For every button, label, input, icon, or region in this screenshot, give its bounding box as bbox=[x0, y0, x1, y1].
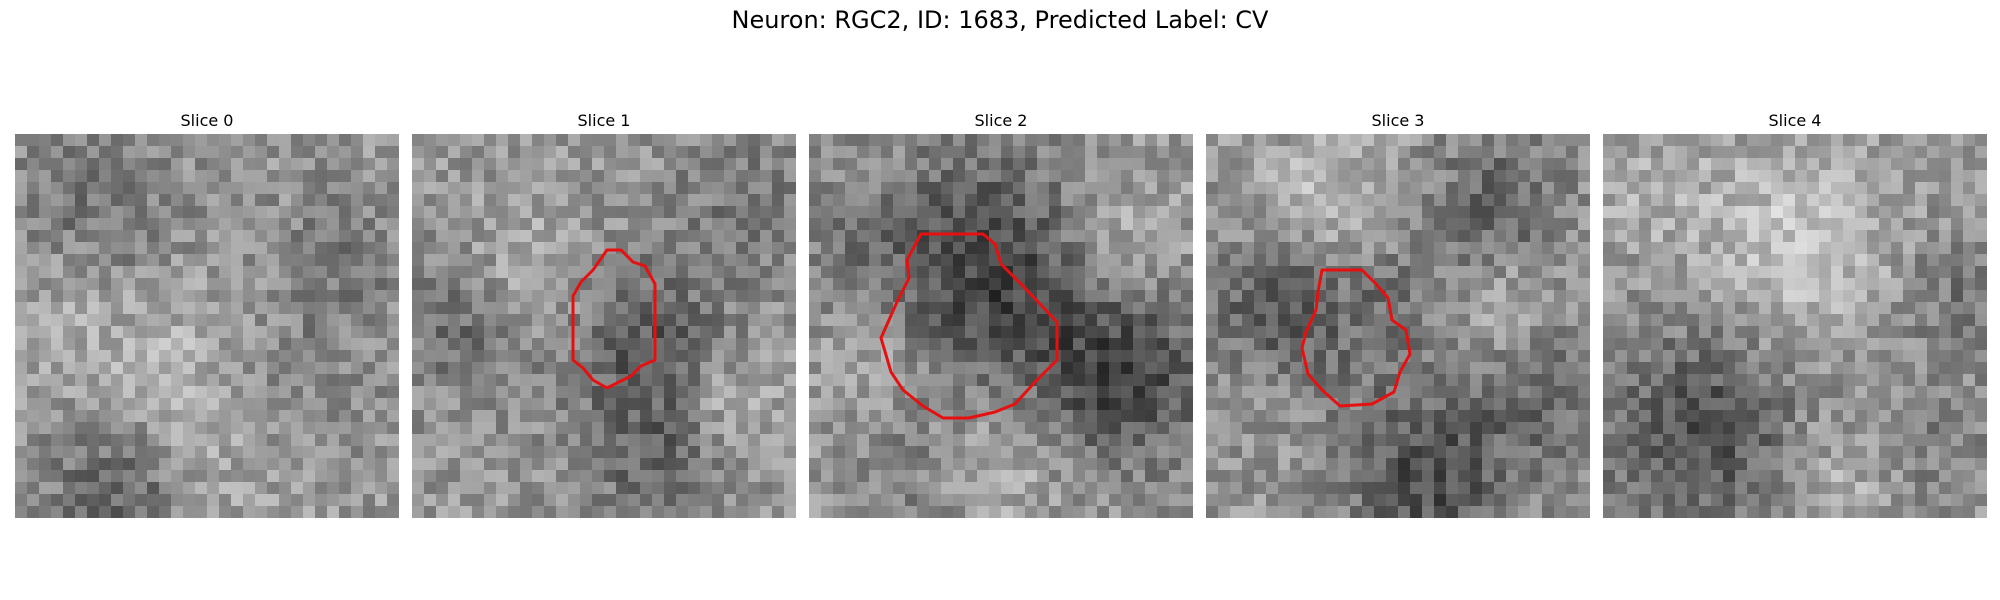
slice-title-3: Slice 3 bbox=[1371, 111, 1425, 130]
slice-title-2: Slice 2 bbox=[974, 111, 1028, 130]
slice-panel-2: Slice 2 bbox=[809, 108, 1193, 518]
slice-image-0 bbox=[15, 134, 399, 518]
figure-title: Neuron: RGC2, ID: 1683, Predicted Label:… bbox=[731, 6, 1269, 34]
slice-panel-4: Slice 4 bbox=[1603, 108, 1987, 518]
cell-outline-3 bbox=[1300, 268, 1412, 408]
slice-title-4: Slice 4 bbox=[1768, 111, 1822, 130]
slice-image-1 bbox=[412, 134, 796, 518]
cell-outline-1 bbox=[571, 248, 657, 390]
slice-image-4 bbox=[1603, 134, 1987, 518]
slice-title-0: Slice 0 bbox=[180, 111, 234, 130]
slice-panel-1: Slice 1 bbox=[412, 108, 796, 518]
slice-image-3 bbox=[1206, 134, 1590, 518]
cell-outline-2 bbox=[879, 232, 1059, 420]
slice-panel-3: Slice 3 bbox=[1206, 108, 1590, 518]
slice-image-2 bbox=[809, 134, 1193, 518]
slice-title-1: Slice 1 bbox=[577, 111, 631, 130]
slice-panel-0: Slice 0 bbox=[15, 108, 399, 518]
